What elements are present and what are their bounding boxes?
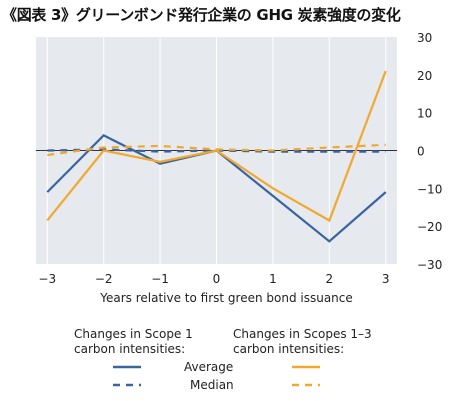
series-scopes-1-3-average (46, 70, 387, 223)
legend-scope13-title-line2: carbon intensities: (233, 342, 344, 356)
x-tick-label: −3 (38, 272, 56, 286)
x-tick-label: 1 (269, 272, 277, 286)
legend: Changes in Scope 1 carbon intensities: C… (74, 327, 372, 392)
x-tick-label: −2 (95, 272, 113, 286)
y-tick-label: 0 (417, 145, 425, 159)
y-tick-label: 30 (417, 31, 432, 45)
y-tick-label: 10 (417, 107, 432, 121)
y-tick-label: −10 (417, 182, 442, 196)
legend-scope1-title-line1: Changes in Scope 1 (74, 327, 193, 341)
legend-median-label: Median (190, 378, 234, 392)
x-tick-label: 3 (382, 272, 390, 286)
x-axis-label: Years relative to first green bond issua… (99, 291, 353, 305)
y-tick-label: −20 (417, 220, 442, 234)
legend-average-label: Average (184, 360, 233, 374)
series-scopes-1-3-median (47, 143, 386, 157)
y-tick-label: 20 (417, 69, 432, 83)
y-tick-labels: 30 20 10 0 −10 −20 −30 (417, 31, 442, 272)
x-tick-labels: −3 −2 −1 0 1 2 3 (38, 272, 389, 286)
legend-scope1-title-line2: carbon intensities: (74, 342, 185, 356)
y-tick-label: −30 (417, 258, 442, 272)
figure-title: 《図表 3》グリーンボンド発行企業の GHG 炭素強度の変化 (2, 6, 401, 24)
legend-scope13-title-line1: Changes in Scopes 1–3 (233, 327, 372, 341)
x-tick-label: 0 (213, 272, 221, 286)
x-tick-label: −1 (151, 272, 169, 286)
series-layer (46, 70, 387, 243)
x-tick-label: 2 (325, 272, 333, 286)
